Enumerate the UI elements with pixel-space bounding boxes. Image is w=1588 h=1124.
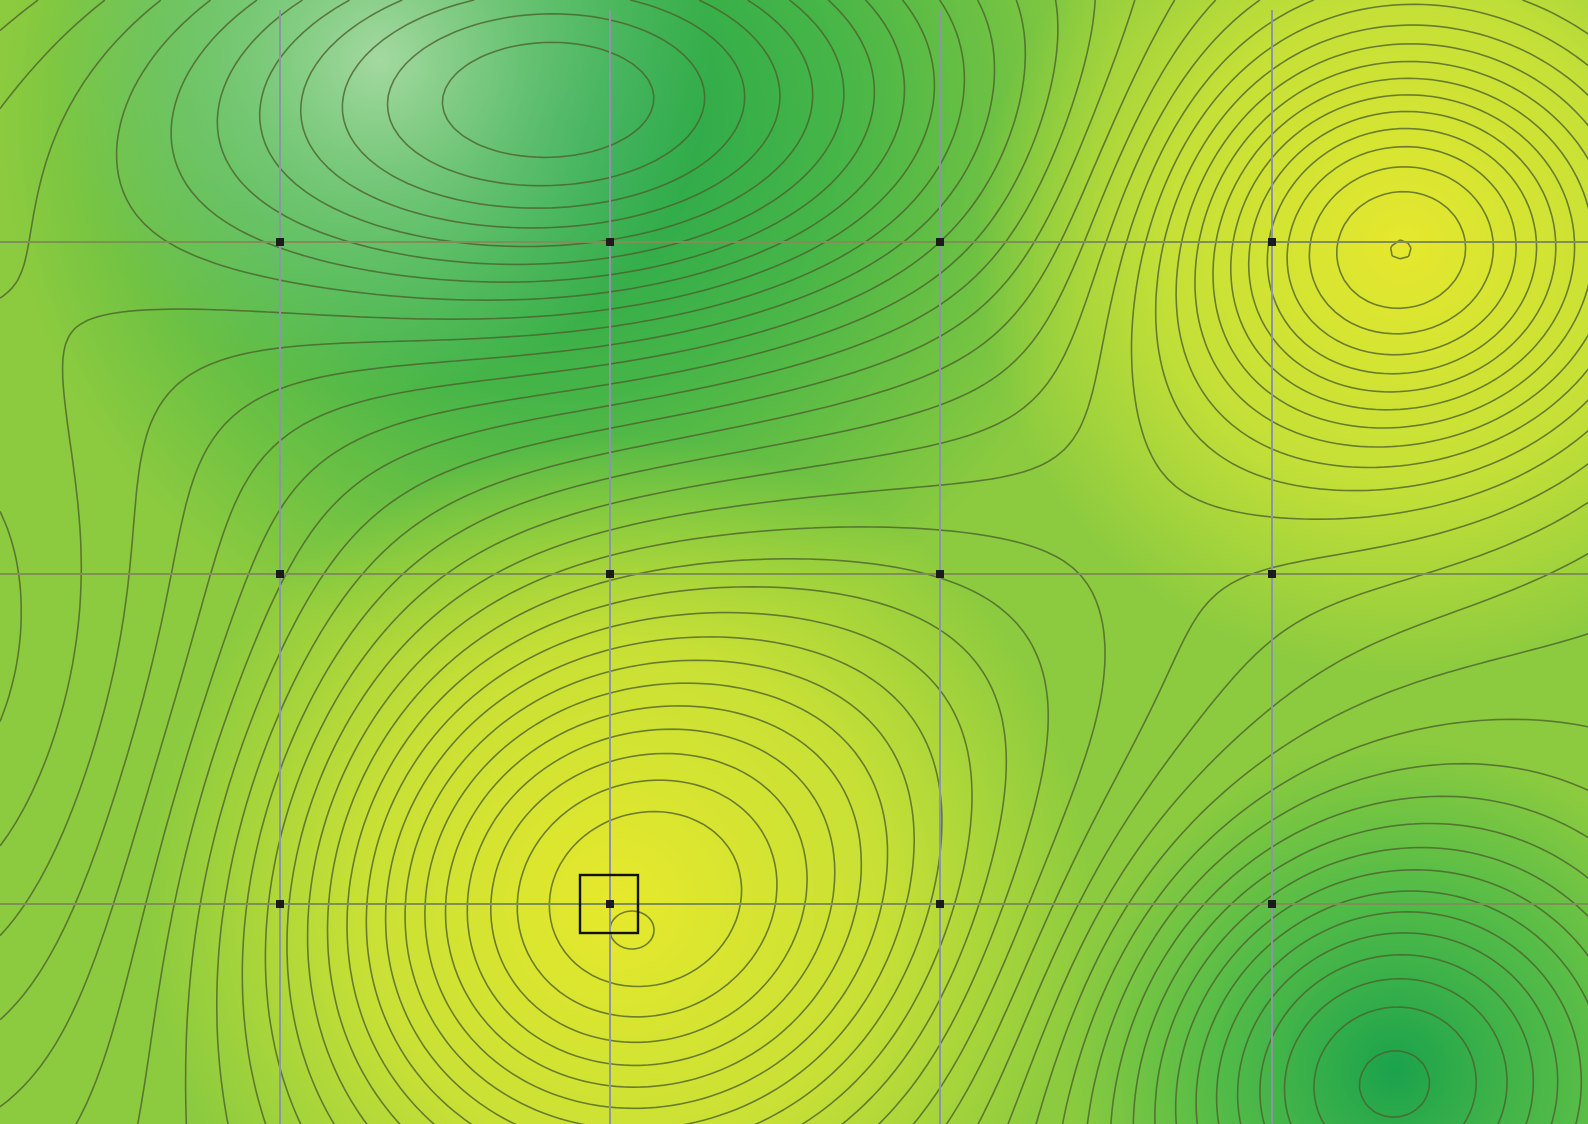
contour-line-17 xyxy=(241,0,1588,1124)
contour-line-6 xyxy=(216,0,1535,1124)
contour-line-1 xyxy=(441,41,655,159)
contour-line-27 xyxy=(444,127,1538,1088)
contour-line-15 xyxy=(184,0,1588,1124)
contour-line-21 xyxy=(326,24,1588,1124)
square-node-icon[interactable] xyxy=(936,900,944,908)
square-node-icon[interactable] xyxy=(936,570,944,578)
contour-line-18 xyxy=(264,0,1588,1124)
contour-line-30 xyxy=(516,190,1467,1018)
selected-node[interactable] xyxy=(578,873,640,935)
contour-line-2 xyxy=(386,13,706,187)
contour-line-24 xyxy=(384,77,1588,1124)
contour-line-4 xyxy=(299,0,1477,1124)
contour-line-26 xyxy=(424,110,1557,1110)
contour-line-14 xyxy=(136,0,1588,1124)
square-node-icon[interactable] xyxy=(606,900,614,908)
contour-line-28 xyxy=(466,145,1517,1067)
contour-line-19 xyxy=(286,0,1588,1124)
contour-line-13 xyxy=(75,0,1588,1124)
contour-line-16 xyxy=(216,0,1588,1124)
square-node-icon[interactable] xyxy=(1268,900,1276,908)
contour-line-22 xyxy=(346,43,1588,1124)
square-node-icon[interactable] xyxy=(936,238,944,246)
square-node-icon[interactable] xyxy=(606,238,614,246)
square-node-icon[interactable] xyxy=(276,570,284,578)
contour-line-5 xyxy=(258,0,1508,1124)
square-node-icon[interactable] xyxy=(276,238,284,246)
square-node-icon[interactable] xyxy=(606,570,614,578)
grid-lines xyxy=(0,10,1588,1124)
square-node-icon[interactable] xyxy=(1268,238,1276,246)
contour-line-3 xyxy=(341,0,1431,1118)
contour-line-31 xyxy=(548,239,1412,988)
selection-box[interactable] xyxy=(578,873,640,935)
square-node-icon[interactable] xyxy=(1268,570,1276,578)
square-node-icon[interactable] xyxy=(276,900,284,908)
grid-nodes[interactable] xyxy=(276,238,1276,908)
contour-line-20 xyxy=(306,3,1588,1124)
contour-line-25 xyxy=(404,94,1576,1124)
contour-line-23 xyxy=(365,60,1588,1124)
contour-line-29 xyxy=(490,166,1495,1044)
contour-line-7 xyxy=(170,0,1559,1124)
